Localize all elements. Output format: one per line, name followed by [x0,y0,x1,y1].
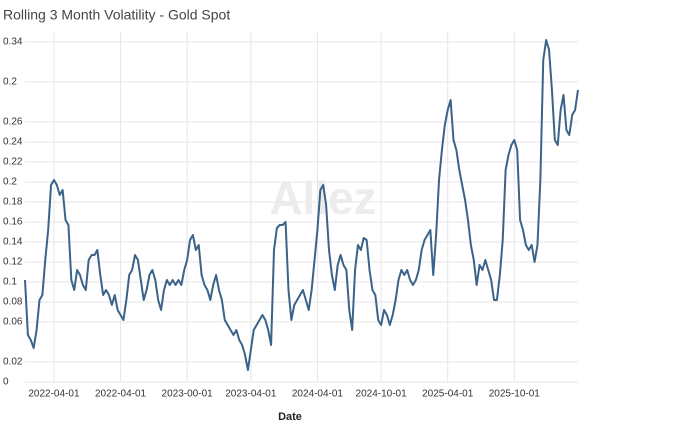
x-tick-label: 2025-04-01 [422,389,474,400]
y-tick-label: 0.12 [3,257,23,268]
x-tick-label: 2022-04-01 [28,389,80,400]
x-tick-label: 2023-04-01 [225,389,277,400]
y-tick-label: 0.08 [3,297,23,308]
y-tick-label: 0.06 [3,317,23,328]
y-tick-label: 0.22 [3,157,23,168]
y-tick-label: 0 [3,377,9,388]
y-tick-label: 0.26 [3,117,23,128]
x-tick-label: 2025-10-01 [489,389,541,400]
y-tick-label: 0.02 [3,357,23,368]
y-tick-label: 0.14 [3,237,23,248]
y-tick-label: 0.24 [3,137,23,148]
x-tick-label: 2024-04-01 [292,389,344,400]
y-tick-label: 0.2 [3,77,17,88]
y-tick-label: 0.16 [3,217,23,228]
y-tick-label: 0.34 [3,37,23,48]
line-series [24,39,579,371]
y-tick-label: 0.18 [3,197,23,208]
x-axis-label: Date [278,411,302,423]
y-tick-label: 0.2 [3,177,17,188]
x-tick-label: 2023-00-01 [162,389,214,400]
watermark: Allez [269,172,376,224]
x-tick-label: 2024-10-01 [356,389,408,400]
y-tick-label: 0.1 [3,277,17,288]
chart-title: Rolling 3 Month Volatility - Gold Spot [3,7,230,23]
x-tick-label: 2022-04-01 [95,389,147,400]
